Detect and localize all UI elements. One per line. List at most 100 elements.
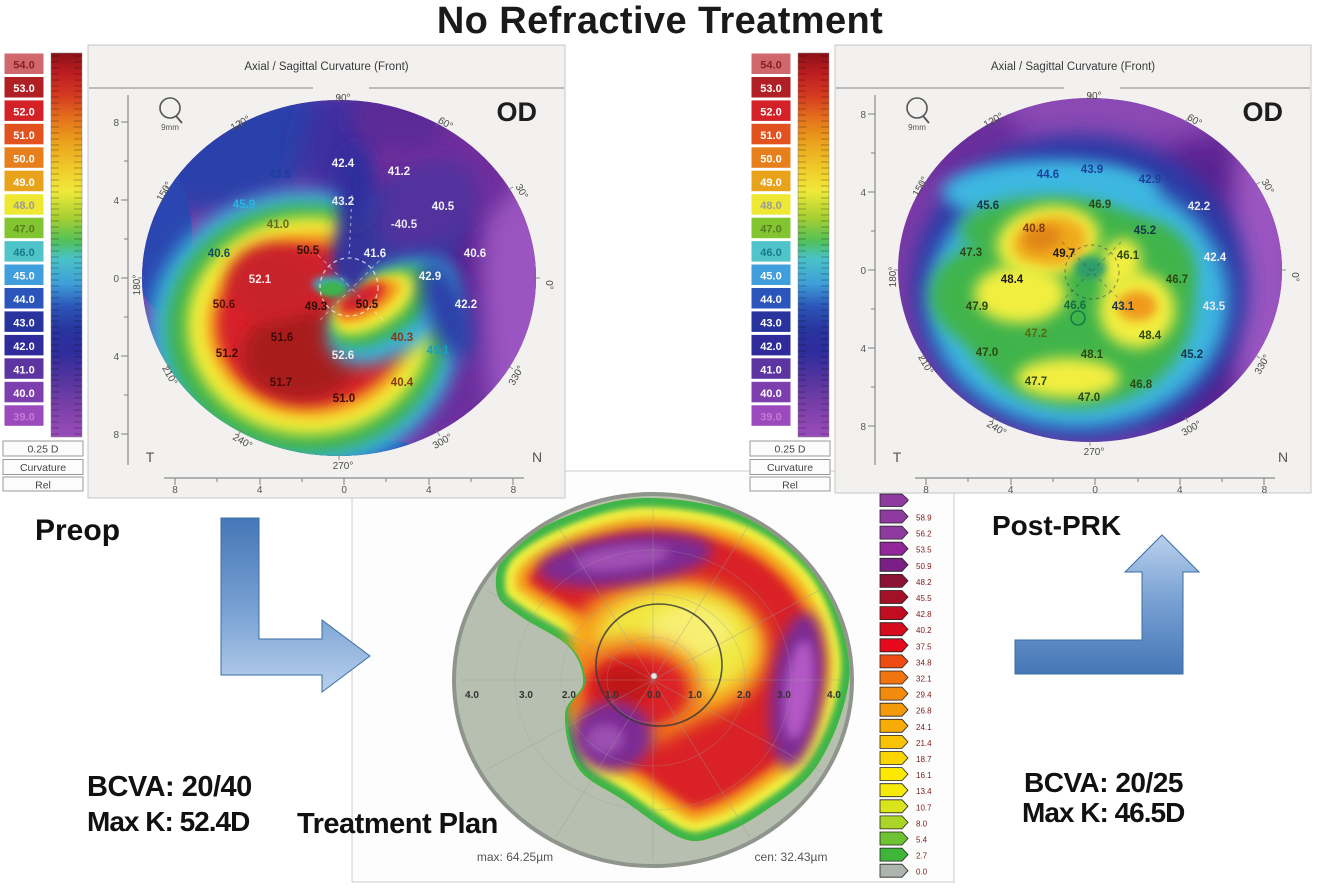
svg-text:53.0: 53.0 bbox=[13, 83, 34, 95]
svg-text:52.6: 52.6 bbox=[332, 350, 354, 362]
svg-text:OD: OD bbox=[497, 97, 538, 127]
svg-text:46.0: 46.0 bbox=[13, 247, 34, 259]
svg-text:3.0: 3.0 bbox=[777, 690, 791, 701]
svg-text:48.0: 48.0 bbox=[760, 200, 781, 212]
svg-text:48.4: 48.4 bbox=[1001, 274, 1024, 286]
svg-text:41.0: 41.0 bbox=[13, 364, 34, 376]
svg-text:53.0: 53.0 bbox=[760, 83, 781, 95]
svg-text:41.2: 41.2 bbox=[388, 166, 410, 178]
svg-text:43.0: 43.0 bbox=[13, 317, 34, 329]
svg-text:9mm: 9mm bbox=[161, 123, 179, 132]
svg-text:48.0: 48.0 bbox=[13, 200, 34, 212]
svg-text:8: 8 bbox=[511, 485, 517, 496]
svg-text:4.0: 4.0 bbox=[827, 690, 841, 701]
svg-text:43.9: 43.9 bbox=[269, 169, 291, 181]
svg-text:45.9: 45.9 bbox=[233, 199, 255, 211]
svg-text:48.2: 48.2 bbox=[916, 578, 932, 587]
svg-text:8: 8 bbox=[1262, 485, 1268, 496]
svg-text:58.9: 58.9 bbox=[916, 514, 932, 523]
svg-text:50.5: 50.5 bbox=[297, 245, 320, 257]
svg-text:40.8: 40.8 bbox=[1023, 223, 1046, 235]
svg-text:4: 4 bbox=[860, 188, 866, 199]
svg-text:49.3: 49.3 bbox=[305, 301, 327, 313]
svg-text:2.7: 2.7 bbox=[916, 852, 928, 861]
svg-text:No Refractive Treatment: No Refractive Treatment bbox=[437, 0, 883, 42]
svg-text:41.0: 41.0 bbox=[760, 364, 781, 376]
svg-text:40.0: 40.0 bbox=[13, 388, 34, 400]
svg-text:16.1: 16.1 bbox=[916, 771, 932, 780]
svg-text:Rel: Rel bbox=[782, 480, 798, 492]
svg-text:T: T bbox=[893, 449, 902, 465]
svg-text:34.8: 34.8 bbox=[916, 658, 932, 667]
svg-text:49.0: 49.0 bbox=[760, 177, 781, 189]
svg-text:24.1: 24.1 bbox=[916, 723, 932, 732]
svg-text:42.2: 42.2 bbox=[455, 299, 477, 311]
svg-text:4: 4 bbox=[257, 485, 263, 496]
svg-text:42.2: 42.2 bbox=[1188, 201, 1210, 213]
svg-text:47.7: 47.7 bbox=[1025, 376, 1047, 388]
svg-text:Curvature: Curvature bbox=[767, 462, 813, 474]
svg-text:4: 4 bbox=[113, 196, 119, 207]
svg-text:48.1: 48.1 bbox=[1081, 349, 1104, 361]
svg-text:2.0: 2.0 bbox=[562, 690, 576, 701]
svg-text:47.9: 47.9 bbox=[966, 301, 988, 313]
svg-text:26.8: 26.8 bbox=[916, 707, 932, 716]
svg-text:40.4: 40.4 bbox=[391, 377, 414, 389]
svg-text:BCVA: 20/40: BCVA: 20/40 bbox=[87, 771, 252, 803]
svg-text:3.0: 3.0 bbox=[519, 690, 533, 701]
svg-text:50.5: 50.5 bbox=[356, 299, 379, 311]
svg-text:40.2: 40.2 bbox=[916, 626, 932, 635]
svg-text:46.1: 46.1 bbox=[1117, 250, 1140, 262]
svg-text:51.0: 51.0 bbox=[760, 130, 781, 142]
svg-text:40.6: 40.6 bbox=[208, 248, 230, 260]
svg-text:46.9: 46.9 bbox=[1089, 199, 1111, 211]
svg-text:8.0: 8.0 bbox=[916, 819, 928, 828]
svg-text:18.7: 18.7 bbox=[916, 755, 932, 764]
svg-text:41.0: 41.0 bbox=[267, 219, 289, 231]
svg-text:Curvature: Curvature bbox=[20, 462, 66, 474]
svg-text:90°: 90° bbox=[1086, 91, 1101, 102]
svg-text:9mm: 9mm bbox=[908, 123, 926, 132]
svg-text:8: 8 bbox=[113, 430, 119, 441]
svg-text:N: N bbox=[1278, 449, 1288, 465]
svg-text:51.7: 51.7 bbox=[270, 377, 292, 389]
svg-text:53.5: 53.5 bbox=[916, 546, 932, 555]
svg-text:49.7: 49.7 bbox=[1053, 248, 1075, 260]
svg-text:45.0: 45.0 bbox=[13, 271, 34, 283]
svg-text:47.0: 47.0 bbox=[13, 224, 34, 236]
svg-text:Max K: 52.4D: Max K: 52.4D bbox=[87, 806, 250, 837]
svg-text:39.0: 39.0 bbox=[760, 411, 781, 423]
svg-text:40.6: 40.6 bbox=[464, 248, 486, 260]
svg-text:Axial / Sagittal Curvature (Fr: Axial / Sagittal Curvature (Front) bbox=[991, 61, 1155, 73]
svg-text:4: 4 bbox=[860, 344, 866, 355]
svg-text:4: 4 bbox=[1008, 485, 1014, 496]
svg-text:52.1: 52.1 bbox=[249, 274, 272, 286]
svg-text:47.0: 47.0 bbox=[1078, 392, 1100, 404]
svg-text:51.6: 51.6 bbox=[271, 332, 293, 344]
svg-text:50.0: 50.0 bbox=[760, 153, 781, 165]
svg-text:45.2: 45.2 bbox=[1134, 225, 1156, 237]
svg-text:-40.5: -40.5 bbox=[391, 219, 418, 231]
svg-text:0.25 D: 0.25 D bbox=[28, 444, 59, 456]
svg-text:50.6: 50.6 bbox=[213, 299, 235, 311]
svg-text:0: 0 bbox=[113, 274, 119, 285]
svg-text:51.0: 51.0 bbox=[333, 393, 355, 405]
svg-text:45.2: 45.2 bbox=[1181, 349, 1203, 361]
svg-text:BCVA: 20/25: BCVA: 20/25 bbox=[1024, 767, 1183, 798]
svg-text:2.0: 2.0 bbox=[737, 690, 751, 701]
svg-text:0: 0 bbox=[341, 485, 347, 496]
svg-text:40.5: 40.5 bbox=[432, 201, 455, 213]
svg-text:42.9: 42.9 bbox=[419, 271, 441, 283]
svg-text:180°: 180° bbox=[888, 267, 899, 288]
svg-text:41.6: 41.6 bbox=[364, 248, 386, 260]
svg-text:40.3: 40.3 bbox=[391, 332, 413, 344]
svg-text:1.0: 1.0 bbox=[688, 690, 702, 701]
svg-text:52.0: 52.0 bbox=[13, 106, 34, 118]
svg-text:270°: 270° bbox=[1084, 447, 1105, 458]
svg-text:Rel: Rel bbox=[35, 480, 51, 492]
svg-text:47.3: 47.3 bbox=[960, 247, 982, 259]
svg-text:0°: 0° bbox=[543, 280, 554, 290]
svg-text:45.5: 45.5 bbox=[916, 594, 932, 603]
svg-text:44.0: 44.0 bbox=[760, 294, 781, 306]
svg-text:43.5: 43.5 bbox=[1203, 301, 1226, 313]
